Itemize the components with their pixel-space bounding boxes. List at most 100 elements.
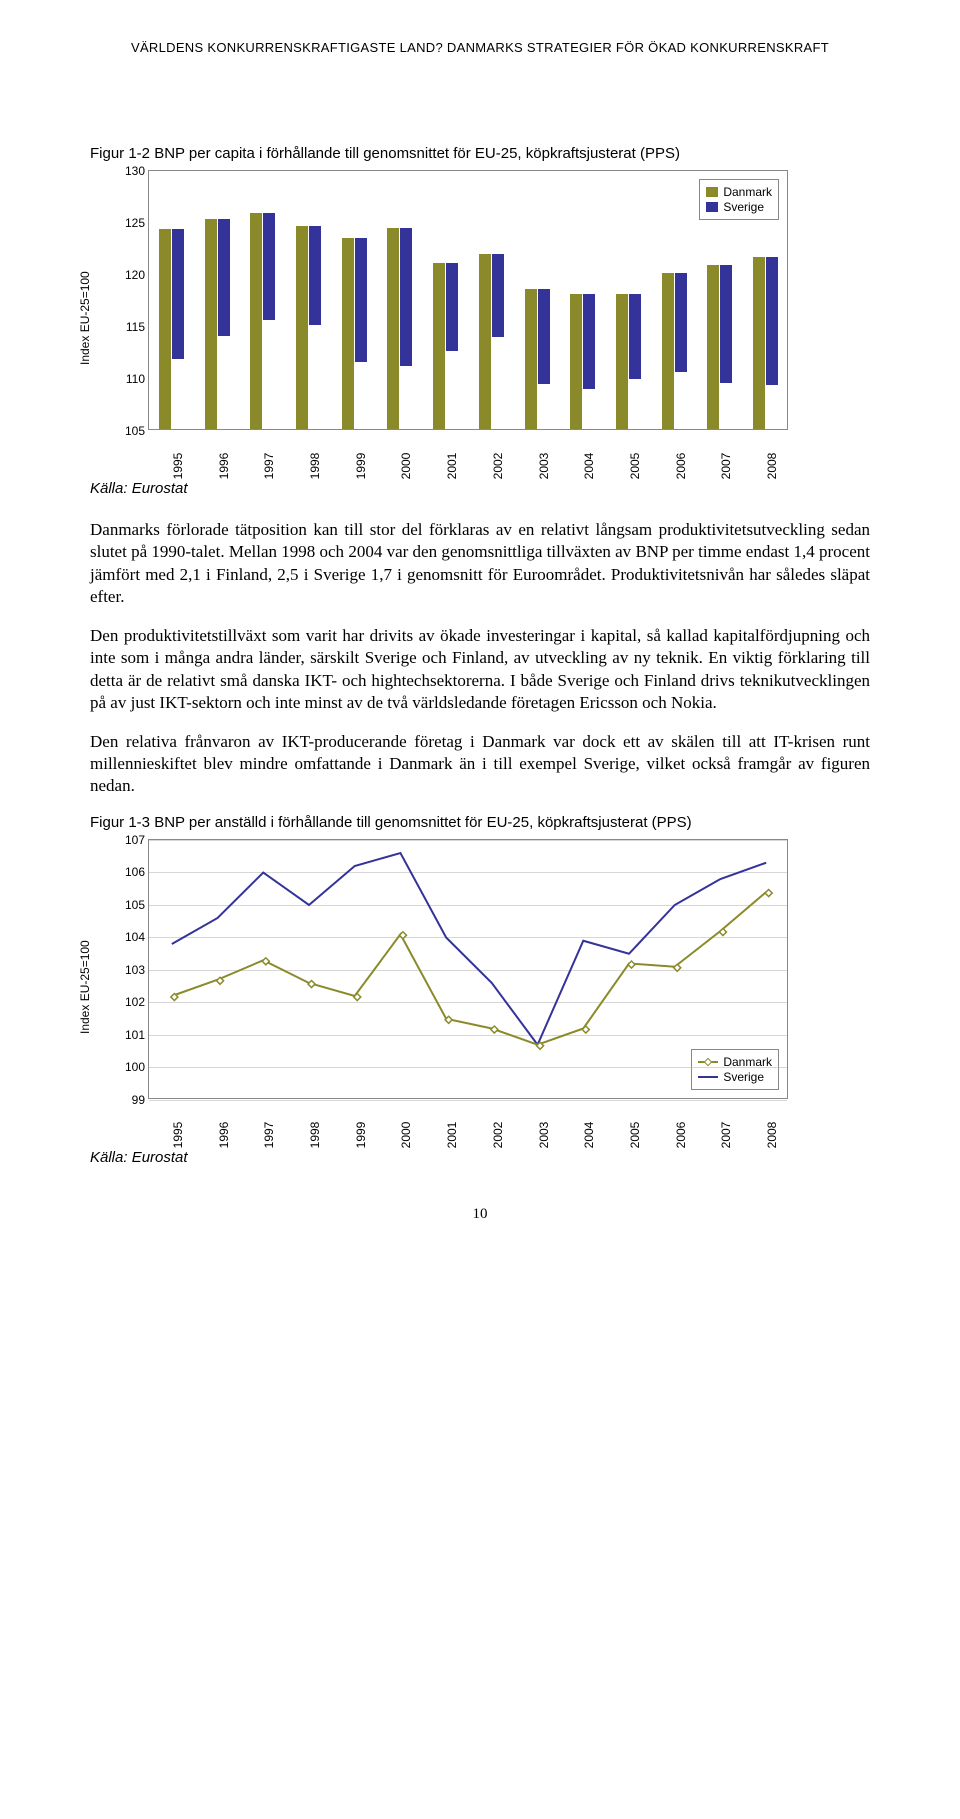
bar-danmark bbox=[616, 294, 628, 429]
figure-2-xtick: 1995 bbox=[171, 1121, 185, 1148]
bar-sverige bbox=[400, 228, 412, 365]
figure-2-source: Källa: Eurostat bbox=[90, 1149, 870, 1166]
page-header: VÄRLDENS KONKURRENSKRAFTIGASTE LAND? DAN… bbox=[90, 40, 870, 55]
bar-danmark bbox=[250, 213, 262, 429]
bar-group bbox=[525, 289, 550, 429]
figure-1-xtick: 2005 bbox=[628, 453, 642, 480]
bar-danmark bbox=[525, 289, 537, 429]
figure-1-xtick: 1995 bbox=[171, 453, 185, 480]
bar-sverige bbox=[218, 219, 230, 337]
figure-1-xtick: 1997 bbox=[262, 453, 276, 480]
bar-danmark bbox=[707, 265, 719, 429]
figure-1-caption: Figur 1-2 BNP per capita i förhållande t… bbox=[90, 145, 870, 162]
figure-1-source: Källa: Eurostat bbox=[90, 480, 870, 497]
legend-label-danmark: Danmark bbox=[723, 185, 772, 199]
figure-1-xtick: 2008 bbox=[765, 453, 779, 480]
figure-2-ytick: 99 bbox=[132, 1093, 149, 1107]
bar-danmark bbox=[433, 263, 445, 429]
bar-group bbox=[159, 229, 184, 429]
bar-sverige bbox=[538, 289, 550, 385]
figure-2-plot-area: Danmark Sverige 991001011021031041051061… bbox=[148, 839, 788, 1099]
bar-danmark bbox=[296, 226, 308, 429]
bar-group bbox=[479, 254, 504, 429]
figure-2-xtick: 2004 bbox=[582, 1121, 596, 1148]
figure-2-ytick: 106 bbox=[125, 865, 149, 879]
bar-danmark bbox=[753, 257, 765, 429]
bar-group bbox=[250, 213, 275, 429]
paragraph-1: Danmarks förlorade tätposition kan till … bbox=[90, 519, 870, 609]
bar-danmark bbox=[205, 219, 217, 429]
figure-1-xtick: 2006 bbox=[674, 453, 688, 480]
legend-swatch-danmark bbox=[706, 187, 718, 197]
paragraph-2: Den produktivitetstillväxt som varit har… bbox=[90, 625, 870, 715]
figure-1-ylabel: Index EU-25=100 bbox=[78, 271, 92, 365]
figure-2-ytick: 101 bbox=[125, 1028, 149, 1042]
figure-1-xaxis: 1995199619971998199920002001200220032004… bbox=[148, 430, 788, 470]
figure-2-ytick: 104 bbox=[125, 930, 149, 944]
figure-1-legend: Danmark Sverige bbox=[699, 179, 779, 220]
figure-2-xtick: 2003 bbox=[537, 1121, 551, 1148]
figure-2-chart: Index EU-25=100 Danmark Sverige 99100101… bbox=[100, 839, 800, 1139]
figure-1-xtick: 2000 bbox=[399, 453, 413, 480]
figure-2-xtick: 1996 bbox=[217, 1121, 231, 1148]
figure-2-xtick: 1997 bbox=[262, 1121, 276, 1148]
bar-group bbox=[570, 294, 595, 429]
bar-group bbox=[662, 273, 687, 429]
figure-1-xtick: 2002 bbox=[491, 453, 505, 480]
bar-danmark bbox=[662, 273, 674, 429]
figure-2-xtick: 2000 bbox=[399, 1121, 413, 1148]
figure-2-ytick: 100 bbox=[125, 1060, 149, 1074]
bar-sverige bbox=[629, 294, 641, 379]
figure-1-chart: Index EU-25=100 Danmark Sverige 10511011… bbox=[100, 170, 800, 470]
paragraph-3: Den relativa frånvaron av IKT-produceran… bbox=[90, 731, 870, 798]
figure-2-ylabel: Index EU-25=100 bbox=[78, 940, 92, 1034]
figure-1-xtick: 2003 bbox=[537, 453, 551, 480]
figure-1-ytick: 115 bbox=[126, 320, 149, 334]
figure-2-ytick: 107 bbox=[125, 833, 149, 847]
figure-1-xtick: 2004 bbox=[582, 453, 596, 480]
figure-2-xtick: 2007 bbox=[719, 1121, 733, 1148]
figure-1-xtick: 2001 bbox=[445, 453, 459, 480]
bar-danmark bbox=[159, 229, 171, 429]
bar-group bbox=[205, 219, 230, 429]
bar-group bbox=[707, 265, 732, 429]
figure-2-xtick: 1999 bbox=[354, 1121, 368, 1148]
legend-label-sverige: Sverige bbox=[723, 200, 764, 214]
figure-1-ytick: 125 bbox=[125, 216, 149, 230]
figure-2-xaxis: 1995199619971998199920002001200220032004… bbox=[148, 1099, 788, 1139]
bar-group bbox=[296, 226, 321, 429]
bar-danmark bbox=[342, 238, 354, 429]
bar-danmark bbox=[387, 228, 399, 429]
bar-group bbox=[616, 294, 641, 429]
figure-1-xtick: 1996 bbox=[217, 453, 231, 480]
figure-2-ytick: 105 bbox=[125, 898, 149, 912]
figure-2-xtick: 2008 bbox=[765, 1121, 779, 1148]
page-number: 10 bbox=[90, 1206, 870, 1223]
bar-sverige bbox=[720, 265, 732, 384]
bar-sverige bbox=[446, 263, 458, 351]
bar-group bbox=[342, 238, 367, 429]
bar-sverige bbox=[309, 226, 321, 325]
legend-swatch-sverige bbox=[706, 202, 718, 212]
bar-sverige bbox=[583, 294, 595, 390]
figure-1-xtick: 2007 bbox=[719, 453, 733, 480]
bar-group bbox=[433, 263, 458, 429]
figure-2-xtick: 2001 bbox=[445, 1121, 459, 1148]
bar-danmark bbox=[570, 294, 582, 429]
figure-2-ytick: 103 bbox=[125, 963, 149, 977]
figure-2-xtick: 2005 bbox=[628, 1121, 642, 1148]
bar-sverige bbox=[766, 257, 778, 385]
figure-1-xtick: 1999 bbox=[354, 453, 368, 480]
bar-sverige bbox=[263, 213, 275, 320]
bar-sverige bbox=[492, 254, 504, 337]
figure-2-caption: Figur 1-3 BNP per anställd i förhållande… bbox=[90, 814, 870, 831]
figure-1-ytick: 105 bbox=[125, 424, 149, 438]
figure-2-xtick: 2006 bbox=[674, 1121, 688, 1148]
figure-1-ytick: 110 bbox=[126, 372, 149, 386]
figure-2-xtick: 2002 bbox=[491, 1121, 505, 1148]
bar-danmark bbox=[479, 254, 491, 429]
figure-1-xtick: 1998 bbox=[308, 453, 322, 480]
figure-1-plot-area: Danmark Sverige 105110115120125130 bbox=[148, 170, 788, 430]
figure-2-xtick: 1998 bbox=[308, 1121, 322, 1148]
bar-sverige bbox=[172, 229, 184, 359]
